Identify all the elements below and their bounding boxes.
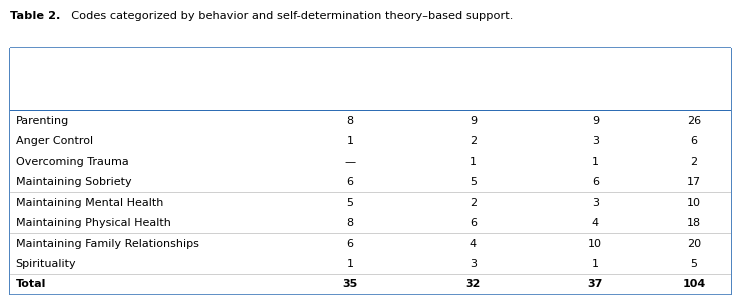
Text: 32: 32: [465, 279, 481, 290]
Text: Codes categorized by behavior and self-determination theory–based support.: Codes categorized by behavior and self-d…: [64, 11, 513, 21]
Text: 4: 4: [470, 239, 477, 249]
Text: 26: 26: [687, 116, 701, 126]
Text: 37: 37: [588, 279, 603, 290]
Text: Maintaining Physical Health: Maintaining Physical Health: [16, 218, 170, 228]
Text: 17: 17: [687, 177, 701, 187]
Text: 6: 6: [470, 218, 477, 228]
Text: 8: 8: [346, 218, 353, 228]
Text: 2: 2: [470, 198, 477, 208]
Text: 6: 6: [347, 239, 353, 249]
Text: 6: 6: [347, 177, 353, 187]
Text: Anger Control: Anger Control: [16, 136, 93, 146]
Text: Table 2.: Table 2.: [10, 11, 60, 21]
Text: AUTONOMY: AUTONOMY: [418, 91, 484, 101]
Text: BEHAVIOR: BEHAVIOR: [16, 59, 78, 69]
Text: Maintaining Family Relationships: Maintaining Family Relationships: [16, 239, 199, 249]
Text: Spirituality: Spirituality: [16, 259, 76, 269]
Text: Parenting: Parenting: [16, 116, 69, 126]
Text: COMPETENCE: COMPETENCE: [293, 91, 370, 101]
Text: 104: 104: [682, 279, 705, 290]
Text: 18: 18: [687, 218, 701, 228]
Text: 3: 3: [470, 259, 477, 269]
Text: 2: 2: [691, 157, 697, 167]
Text: SUPPORTIVE: SUPPORTIVE: [293, 52, 370, 62]
Text: 10: 10: [687, 198, 701, 208]
Text: 1: 1: [347, 259, 353, 269]
Text: 35: 35: [342, 279, 358, 290]
Text: 9: 9: [470, 116, 477, 126]
Text: Total: Total: [16, 279, 46, 290]
Text: 3: 3: [592, 198, 599, 208]
Text: RELATEDNESS: RELATEDNESS: [540, 91, 620, 101]
Text: 20: 20: [687, 239, 701, 249]
Text: 2: 2: [470, 136, 477, 146]
Text: 3: 3: [592, 136, 599, 146]
Text: 4: 4: [592, 218, 599, 228]
Text: 1: 1: [592, 259, 599, 269]
Text: 6: 6: [691, 136, 697, 146]
Text: 9: 9: [592, 116, 599, 126]
Text: —: —: [345, 157, 356, 167]
Text: Maintaining Mental Health: Maintaining Mental Health: [16, 198, 163, 208]
Text: 10: 10: [588, 239, 602, 249]
Text: 1: 1: [592, 157, 599, 167]
Text: Overcoming Trauma: Overcoming Trauma: [16, 157, 128, 167]
Text: 6: 6: [592, 177, 599, 187]
Text: 5: 5: [691, 259, 697, 269]
Text: 8: 8: [346, 116, 353, 126]
Text: 1: 1: [347, 136, 353, 146]
Text: TOTAL: TOTAL: [674, 59, 713, 69]
Text: 1: 1: [470, 157, 477, 167]
Text: 5: 5: [470, 177, 477, 187]
Text: 5: 5: [347, 198, 353, 208]
Text: Maintaining Sobriety: Maintaining Sobriety: [16, 177, 131, 187]
